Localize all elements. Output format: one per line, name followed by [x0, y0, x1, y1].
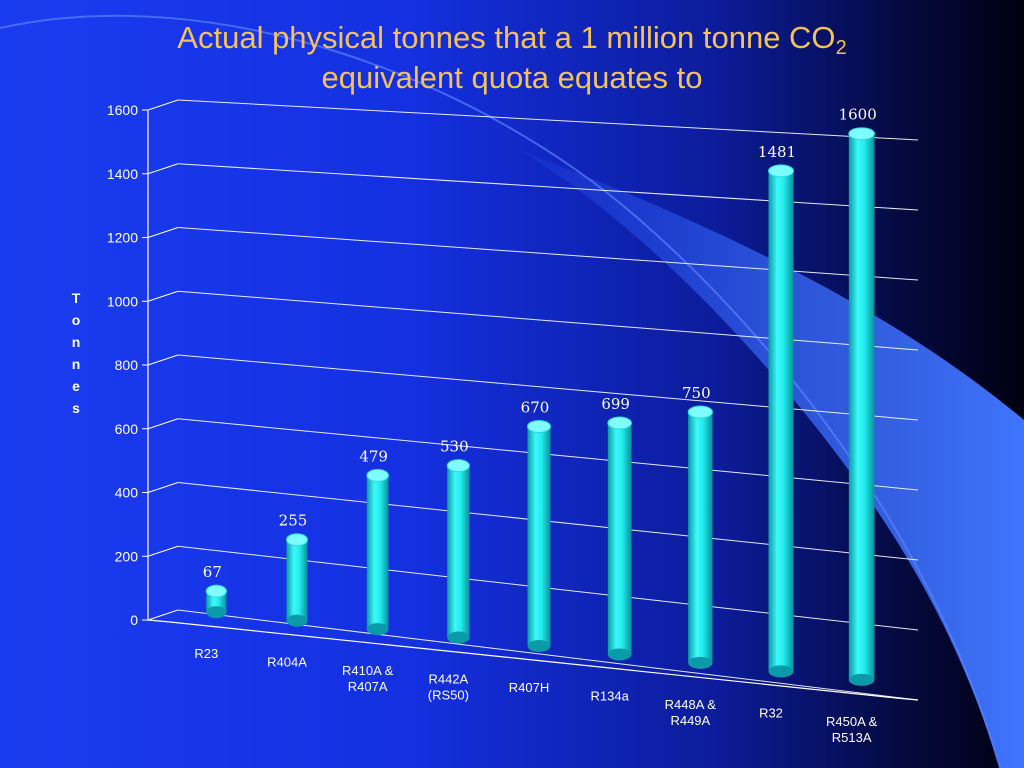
axes: [142, 109, 919, 701]
category-label: R134a: [591, 688, 630, 703]
grid-side-4: [147, 354, 179, 366]
bar-top: [527, 419, 551, 433]
y-tick-label: 200: [115, 548, 139, 564]
y-axis-label-letter: s: [72, 400, 80, 416]
data-label: 67: [203, 563, 222, 581]
gridline-5: [177, 290, 919, 351]
bar-top: [607, 416, 633, 430]
data-label: 1481: [758, 143, 796, 161]
category-label: R448A & R449A: [665, 697, 717, 728]
category-label: R410A & R407A: [342, 663, 394, 694]
y-tick-label: 0: [130, 612, 138, 628]
data-label: 1600: [839, 106, 877, 124]
bar-base: [286, 614, 308, 627]
y-tick-label: 1000: [107, 293, 138, 309]
category-label: R404A: [267, 655, 307, 670]
x-axis-line: [169, 621, 897, 699]
bar-top: [286, 533, 308, 547]
bar-body: [848, 133, 875, 680]
y-axis-label-letter: T: [72, 290, 81, 306]
bar-body: [688, 412, 713, 663]
bar-base: [527, 640, 551, 652]
grid-side-6: [147, 227, 179, 238]
bar-body: [447, 465, 470, 638]
title-line-2: equivalent quota equates to: [321, 60, 703, 95]
gridline-8: [177, 99, 919, 141]
bar: [366, 468, 389, 636]
bar-top: [446, 459, 471, 473]
y-tick-label: 1200: [107, 230, 138, 246]
category-label: R442A (RS50): [428, 672, 469, 703]
floor-right-edge: [895, 697, 919, 701]
floor-left-edge: [147, 619, 171, 623]
data-label: 750: [682, 384, 711, 402]
y-axis-label-letter: n: [72, 334, 81, 350]
y-tick-labels: 0 200 400 600 800 1000 1200 1400 1600: [107, 102, 138, 628]
slide-title: Actual physical tonnes that a 1 million …: [0, 18, 1024, 98]
data-labels: 67 255 479 530 670 699 750 1481 1600: [203, 106, 877, 581]
data-label: 699: [601, 395, 630, 413]
title-line-1: Actual physical tonnes that a 1 million …: [177, 20, 836, 55]
grid-side-8: [147, 99, 179, 111]
data-label: 530: [440, 438, 469, 456]
category-label: R407H: [509, 680, 549, 695]
bar-top: [205, 584, 227, 598]
bar-base: [447, 631, 470, 644]
y-tick-label: 400: [115, 485, 139, 501]
gridline-4: [177, 354, 919, 421]
bar-base: [848, 673, 875, 686]
y-tick-label: 800: [115, 357, 139, 373]
category-label: R32: [759, 705, 783, 720]
grid-side-7: [147, 163, 179, 175]
bar-top: [687, 405, 713, 419]
grid-side-5: [147, 290, 179, 302]
y-tick-label: 1600: [107, 102, 138, 118]
bar-top: [848, 127, 876, 141]
category-label: R450A & R513A: [826, 714, 878, 745]
gridline-7: [177, 163, 919, 211]
y-tick-label: 600: [115, 421, 139, 437]
gridline-6: [177, 227, 919, 281]
background-arc: [0, 14, 1001, 768]
bar-body: [286, 539, 308, 621]
bar-body: [768, 170, 794, 672]
bar-base: [366, 623, 389, 636]
bar-base: [206, 606, 227, 619]
bar-body: [607, 423, 632, 655]
bar: [205, 584, 227, 619]
grid-side-0: [147, 609, 179, 621]
bar: [607, 416, 633, 661]
data-label: 670: [521, 398, 550, 416]
grid-side-2: [147, 482, 179, 493]
y-tick-label: 1400: [107, 166, 138, 182]
bar-base: [688, 656, 713, 669]
grid-side-1: [147, 545, 179, 557]
y-axis-label-letter: e: [72, 378, 80, 394]
category-label: R23: [194, 646, 218, 661]
title-subscript: 2: [835, 37, 847, 59]
bar-body: [527, 426, 551, 646]
bar-top: [366, 468, 389, 482]
bar: [768, 164, 794, 678]
bar: [286, 533, 308, 627]
bars: [205, 127, 876, 686]
y-axis-label-letter: n: [72, 356, 81, 372]
bar-base: [768, 665, 794, 678]
bar-body: [366, 475, 389, 630]
bar-top: [768, 164, 794, 178]
bar: [446, 459, 471, 644]
category-labels: R23 R404A R410A & R407A R442A (RS50) R407H R134…: [194, 646, 877, 745]
bar: [527, 419, 551, 652]
y-axis-label-letter: o: [72, 312, 81, 328]
data-label: 255: [279, 512, 308, 530]
data-label: 479: [359, 447, 388, 465]
bar-base: [607, 648, 632, 661]
bar: [687, 405, 713, 669]
grid-side-3: [147, 418, 179, 430]
bar: [848, 127, 876, 686]
